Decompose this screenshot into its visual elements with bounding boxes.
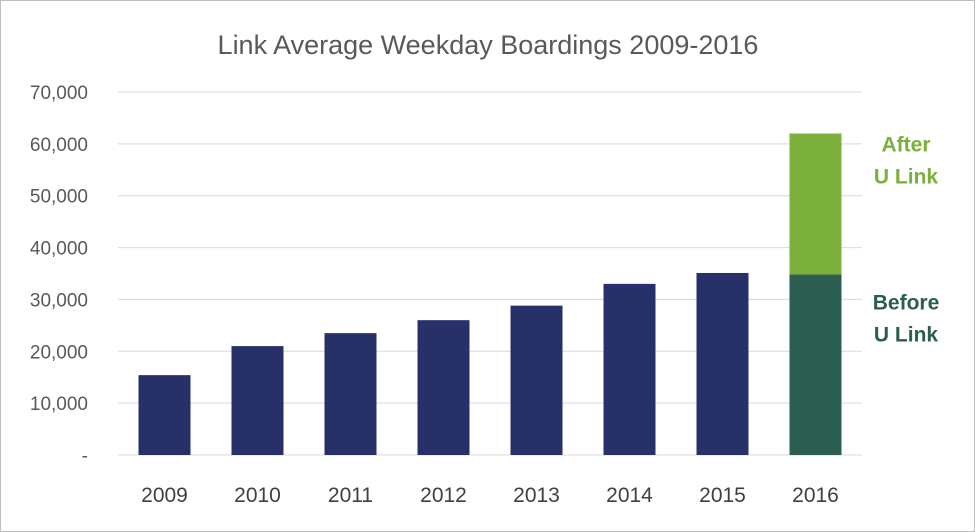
bar-2009-series-0 (138, 375, 191, 455)
x-tick-label: 2011 (328, 484, 373, 507)
annotation-label: Before (873, 292, 940, 315)
y-tick-label: 10,000 (30, 394, 88, 415)
y-tick-label: 70,000 (30, 83, 88, 104)
y-tick-label: 30,000 (30, 290, 88, 311)
x-tick-label: 2014 (606, 484, 653, 507)
bar-2011-series-0 (324, 333, 377, 455)
y-tick-label: 20,000 (30, 342, 88, 363)
bar-2014-series-0 (603, 283, 656, 455)
bar-2016-series-1 (789, 274, 842, 455)
y-tick-label: 60,000 (30, 135, 88, 156)
y-tick-label: 50,000 (30, 187, 88, 208)
y-tick-label: 40,000 (30, 239, 88, 260)
x-tick-label: 2015 (699, 484, 746, 507)
annotation-label: U Link (874, 324, 938, 347)
bar-2010-series-0 (231, 346, 284, 455)
y-tick-label: - (82, 446, 88, 467)
x-tick-label: 2010 (234, 484, 281, 507)
bar-2012-series-0 (417, 320, 470, 455)
x-tick-label: 2013 (513, 484, 560, 507)
bar-2013-series-0 (510, 305, 563, 455)
x-axis-ticks: 2009 2010 2011 2012 2013 2014 2015 2016 (141, 484, 839, 507)
bars (138, 133, 842, 455)
x-tick-label: 2009 (141, 484, 188, 507)
bar-2016-series-2 (789, 133, 842, 275)
x-tick-label: 2016 (792, 484, 839, 507)
annotations: After U Link Before U Link (873, 133, 940, 346)
annotation-label: After (881, 133, 930, 156)
gridlines (118, 91, 862, 456)
chart-title: Link Average Weekday Boardings 2009-2016 (218, 30, 759, 60)
bar-2015-series-0 (696, 272, 749, 455)
annotation-label: U Link (874, 165, 938, 188)
x-tick-label: 2012 (420, 484, 467, 507)
y-axis-ticks: - 10,000 20,000 30,000 40,000 50,000 60,000 70,… (30, 83, 88, 467)
